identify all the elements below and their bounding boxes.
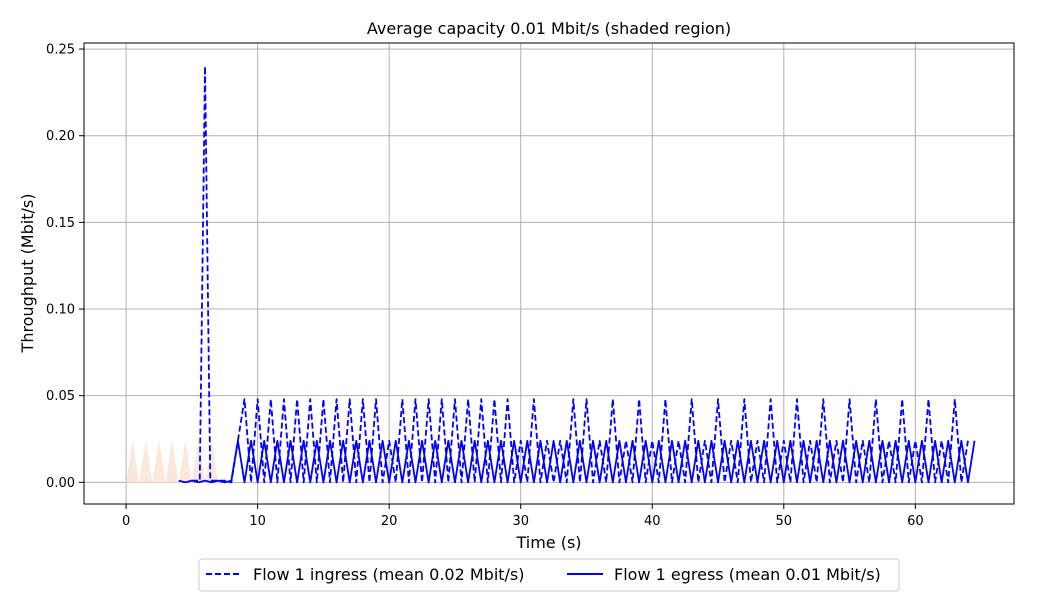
y-axis-ticks: 0.00 0.05 0.10 0.15 0.20 0.25: [46, 43, 84, 491]
x-tick-label: 40: [644, 514, 661, 529]
legend: Flow 1 ingress (mean 0.02 Mbit/s) Flow 1…: [198, 558, 900, 592]
plot-frame: [83, 42, 1015, 505]
y-tick-label: 0.15: [46, 216, 75, 231]
series-lines: [178, 65, 976, 484]
x-axis-ticks: 0 10 20 30 40 50 60: [122, 504, 924, 529]
ingress-line: [191, 65, 969, 484]
capacity-region: [126, 440, 219, 483]
y-tick-label: 0.25: [46, 43, 75, 58]
y-tick-label: 0.20: [46, 129, 75, 144]
x-tick-label: 30: [512, 514, 529, 529]
y-axis-label: Throughput (Mbit/s): [18, 194, 37, 354]
x-tick-label: 60: [907, 514, 924, 529]
y-tick-label: 0.10: [46, 303, 75, 318]
x-tick-label: 0: [122, 514, 130, 529]
grid-lines: [84, 43, 1014, 504]
legend-label-egress: Flow 1 egress (mean 0.01 Mbit/s): [614, 565, 881, 584]
x-axis-label: Time (s): [515, 533, 581, 552]
capacity-shaded-area: [126, 440, 219, 483]
x-tick-label: 50: [776, 514, 793, 529]
y-tick-label: 0.00: [46, 476, 75, 491]
y-tick-label: 0.05: [46, 389, 75, 404]
legend-box: [198, 558, 900, 592]
x-tick-label: 20: [381, 514, 398, 529]
legend-label-ingress: Flow 1 ingress (mean 0.02 Mbit/s): [253, 565, 525, 584]
chart-title: Average capacity 0.01 Mbit/s (shaded reg…: [367, 19, 731, 38]
x-tick-label: 10: [249, 514, 266, 529]
egress-line: [178, 439, 976, 484]
